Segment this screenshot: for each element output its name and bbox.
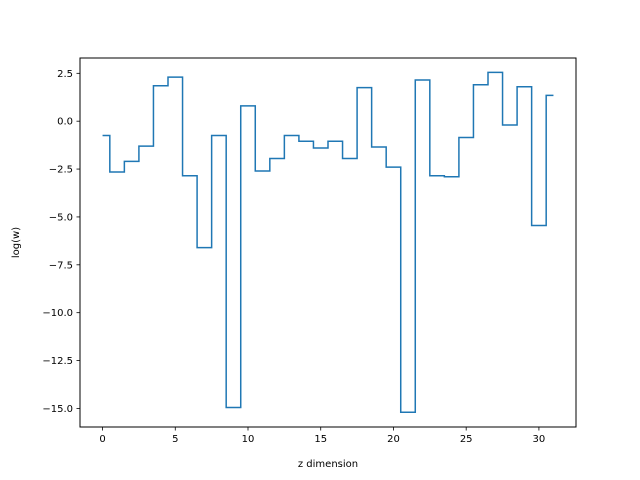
y-tick-label: −5.0 [49, 212, 73, 223]
plot-frame [79, 57, 577, 428]
x-tick-label: 0 [99, 434, 105, 445]
x-tick-label: 20 [387, 434, 400, 445]
x-tick-label: 30 [533, 434, 546, 445]
y-tick-label: −10.0 [42, 308, 73, 319]
series-step-line [102, 71, 554, 414]
x-tick-label: 15 [314, 434, 327, 445]
x-axis-label: z dimension [298, 459, 358, 470]
y-tick-label: −15.0 [42, 404, 73, 415]
y-tick-label: −7.5 [49, 260, 73, 271]
y-tick-label: −2.5 [49, 165, 73, 176]
x-tick-label: 25 [460, 434, 473, 445]
y-axis-label: log(w) [11, 227, 22, 258]
y-tick-label: −12.5 [42, 356, 73, 367]
x-tick-label: 10 [242, 434, 255, 445]
plot-area [80, 58, 576, 427]
y-tick-label: 2.5 [57, 69, 73, 80]
ticks-layer: 0 5 10 15 20 25 30 2.5 0.0 −2.5 −5.0 −7.5 −10.0 −12.5… [42, 69, 545, 445]
series-layer [102, 71, 554, 414]
y-tick-label: 0.0 [57, 117, 73, 128]
x-tick-label: 5 [172, 434, 178, 445]
